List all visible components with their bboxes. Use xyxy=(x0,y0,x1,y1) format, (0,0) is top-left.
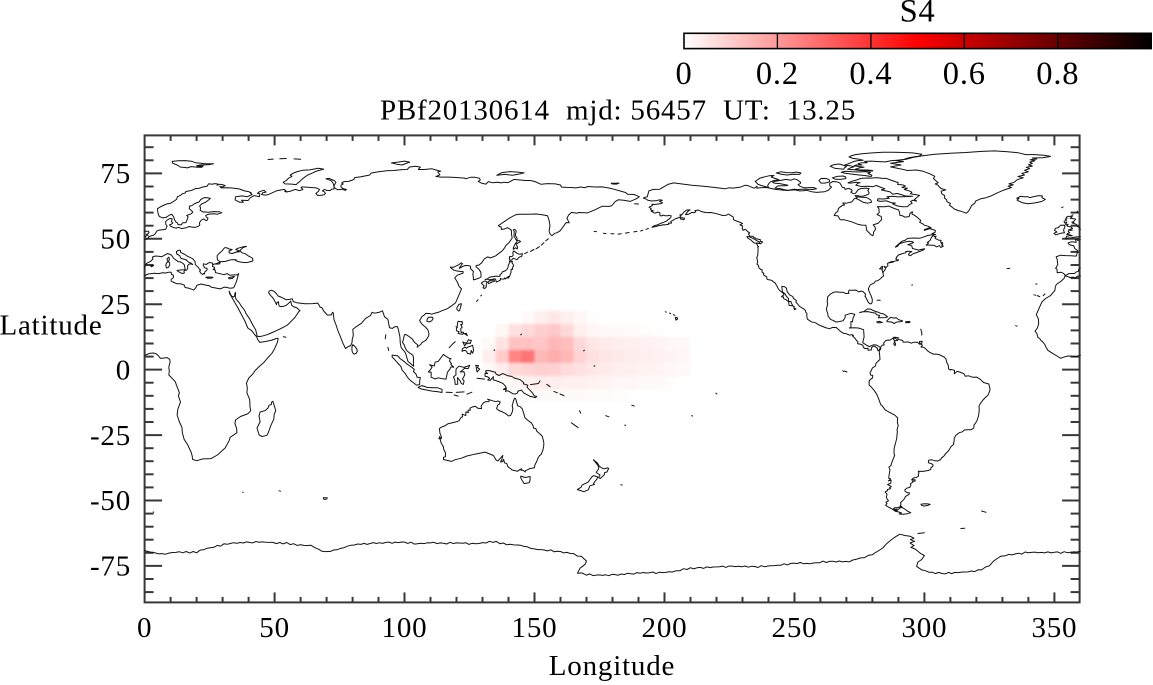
svg-text:150: 150 xyxy=(512,612,558,644)
svg-text:350: 350 xyxy=(1031,612,1077,644)
svg-text:S4: S4 xyxy=(900,0,936,30)
svg-text:250: 250 xyxy=(772,612,818,644)
svg-text:0.6: 0.6 xyxy=(943,56,986,92)
svg-text:Longitude: Longitude xyxy=(549,650,675,682)
svg-text:Latitude: Latitude xyxy=(0,310,103,342)
svg-text:-25: -25 xyxy=(90,420,131,452)
svg-text:0: 0 xyxy=(116,354,131,386)
svg-text:0: 0 xyxy=(675,56,692,92)
svg-text:75: 75 xyxy=(100,158,131,190)
svg-text:PBf20130614 mjd: 56457 UT:: PBf20130614 mjd: 56457 UT: 13.25 xyxy=(380,95,856,127)
svg-text:-75: -75 xyxy=(90,551,131,583)
svg-text:0.2: 0.2 xyxy=(756,56,799,92)
svg-text:-50: -50 xyxy=(90,485,131,517)
svg-text:0.4: 0.4 xyxy=(849,56,892,92)
svg-text:50: 50 xyxy=(100,224,131,256)
svg-text:300: 300 xyxy=(901,612,947,644)
svg-text:25: 25 xyxy=(100,289,131,321)
svg-text:100: 100 xyxy=(382,612,428,644)
svg-text:0.8: 0.8 xyxy=(1036,56,1079,92)
svg-text:200: 200 xyxy=(642,612,688,644)
svg-text:50: 50 xyxy=(259,612,290,644)
svg-text:0: 0 xyxy=(137,612,152,644)
